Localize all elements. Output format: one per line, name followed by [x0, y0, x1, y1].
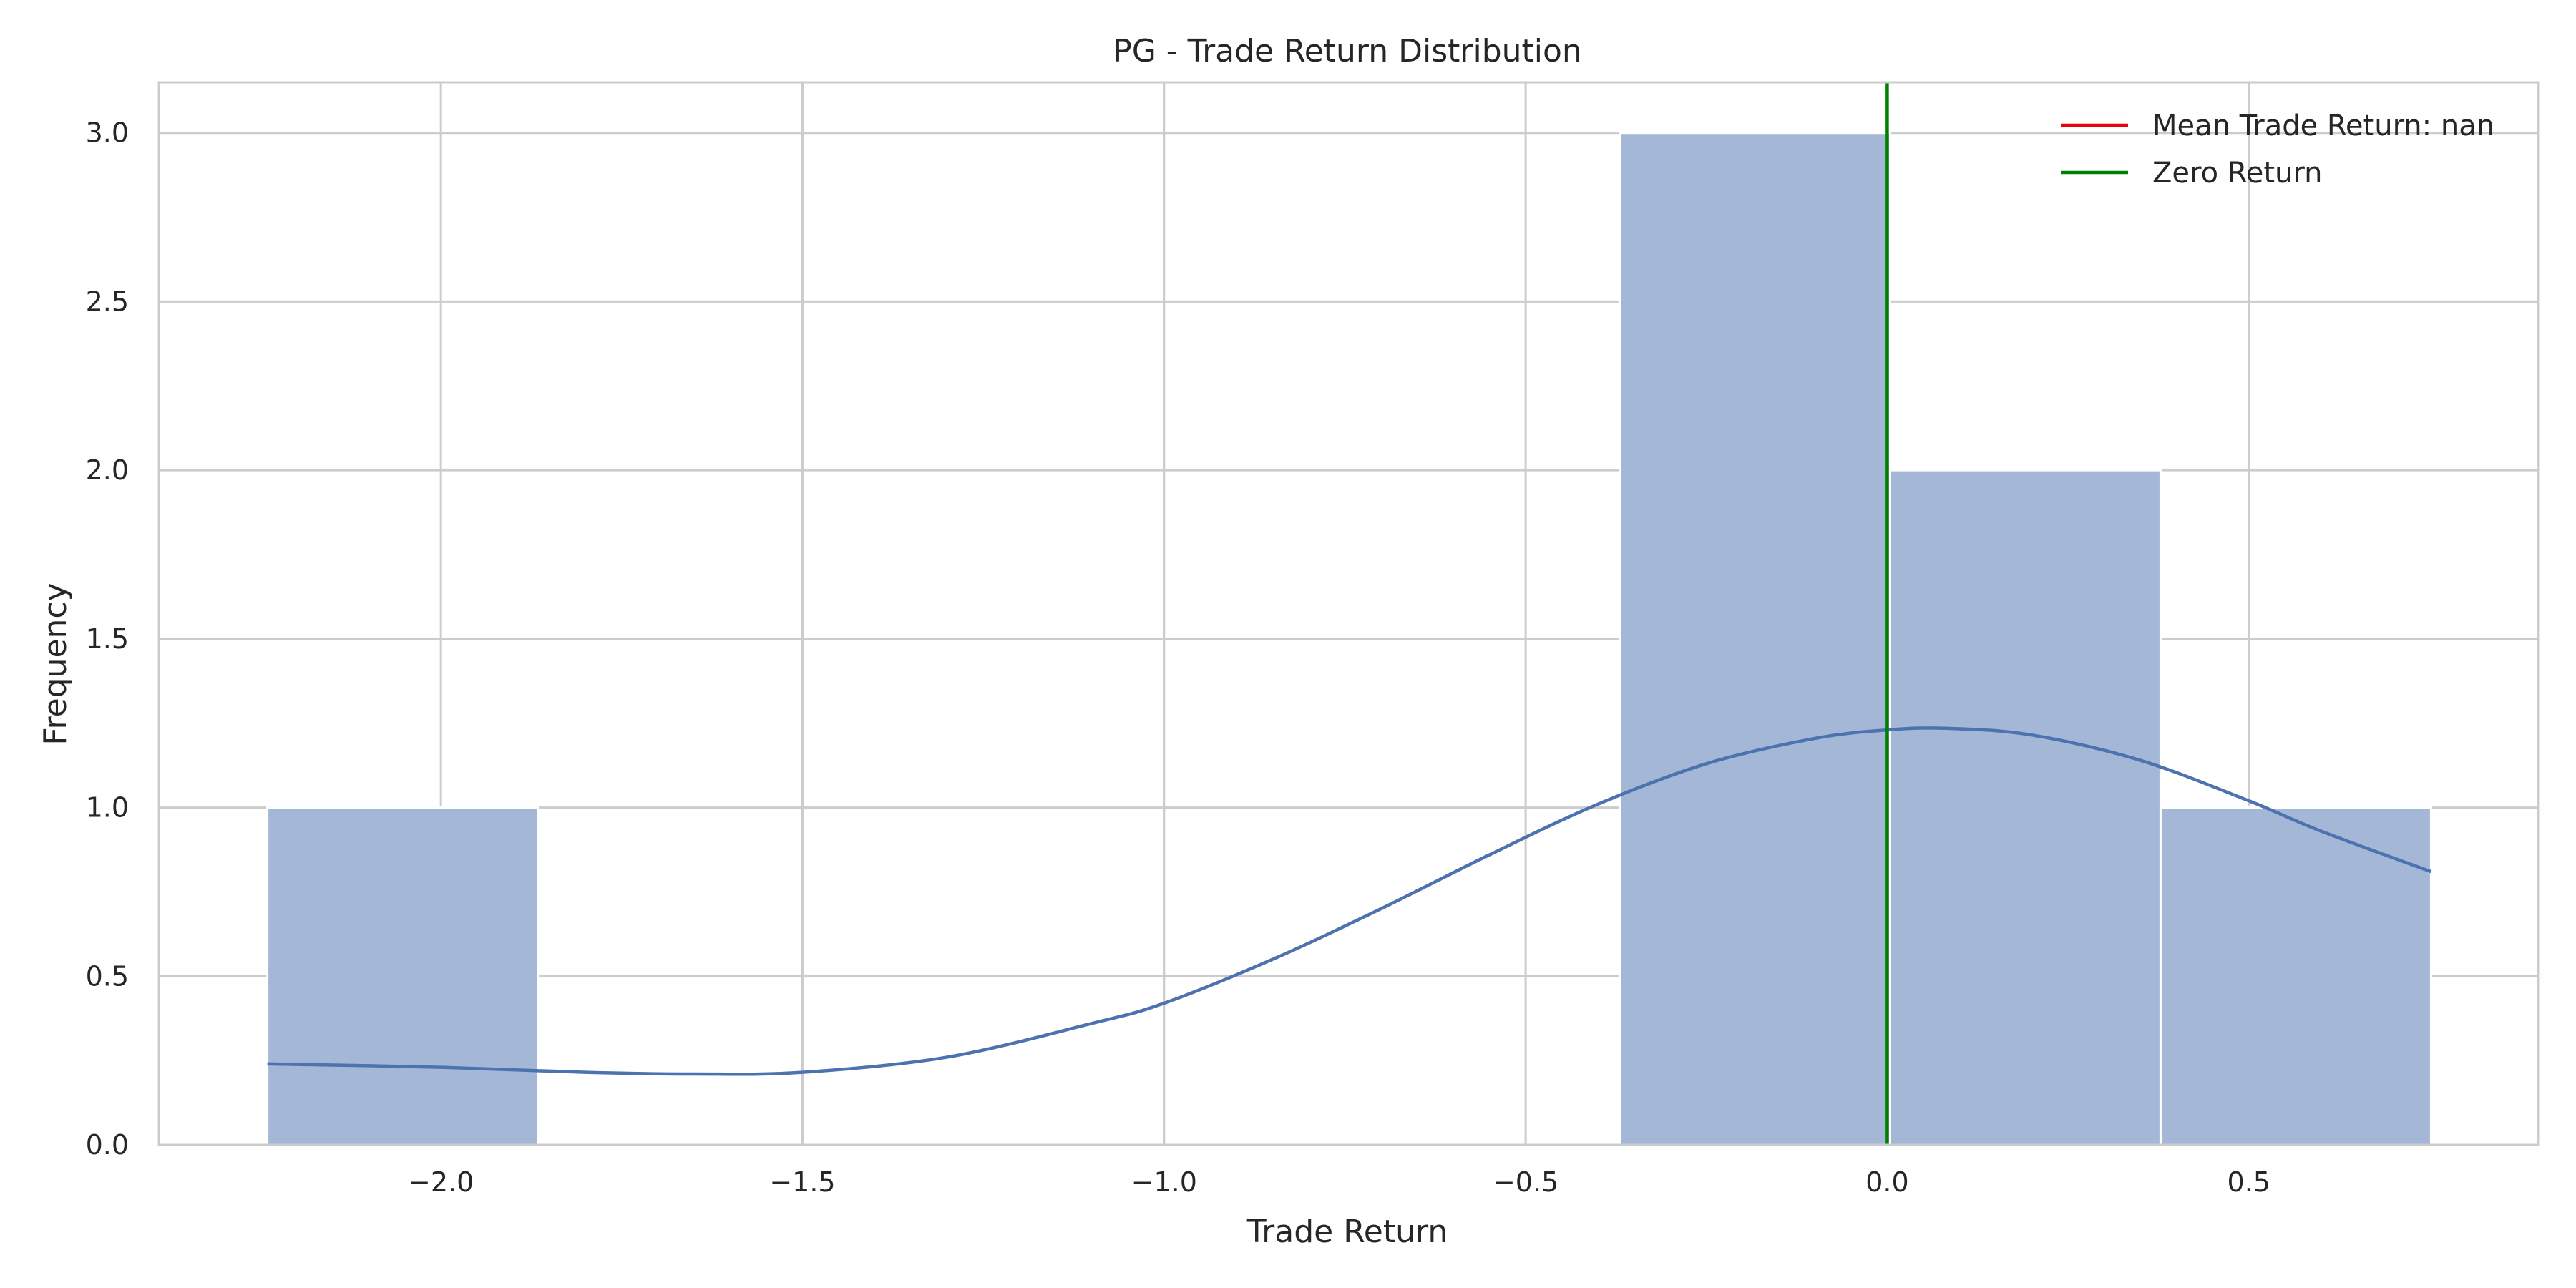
- legend-label: Mean Trade Return: nan: [2152, 109, 2494, 142]
- legend-label: Zero Return: [2152, 157, 2323, 190]
- histogram-bar: [1888, 469, 2162, 1146]
- y-tick-label: 0.5: [86, 960, 129, 992]
- y-axis-label: Frequency: [37, 582, 74, 745]
- x-tick-label: 0.5: [2228, 1166, 2270, 1198]
- kde-curve: [267, 726, 2432, 1076]
- x-tick-label: 0.0: [1865, 1166, 1908, 1198]
- histogram-bars: [266, 132, 2432, 1146]
- x-tick-label: −0.5: [1493, 1166, 1558, 1198]
- y-tick-label: 1.0: [86, 792, 129, 824]
- histogram-bar: [2159, 806, 2432, 1146]
- chart-title: PG - Trade Return Distribution: [1113, 33, 1582, 69]
- x-tick-label: −2.0: [408, 1166, 474, 1198]
- legend: Mean Trade Return: nan Zero Return: [2061, 109, 2494, 190]
- y-tick-label: 2.0: [86, 454, 129, 486]
- x-tick-label: −1.0: [1131, 1166, 1197, 1198]
- y-tick-label: 0.0: [86, 1129, 129, 1161]
- histogram-bar: [266, 806, 540, 1146]
- x-tick-labels: −2.0 −1.5 −1.0 −0.5 0.0 0.5: [408, 1166, 2270, 1198]
- y-tick-label: 2.5: [86, 286, 129, 317]
- x-tick-label: −1.5: [769, 1166, 835, 1198]
- y-tick-labels: 0.0 0.5 1.0 1.5 2.0 2.5 3.0: [86, 117, 129, 1161]
- plot-frame: [157, 81, 2540, 1146]
- y-tick-label: 3.0: [86, 117, 129, 149]
- y-tick-label: 1.5: [86, 623, 129, 655]
- histogram-bar: [1618, 132, 1891, 1146]
- x-axis-label: Trade Return: [1246, 1214, 1448, 1250]
